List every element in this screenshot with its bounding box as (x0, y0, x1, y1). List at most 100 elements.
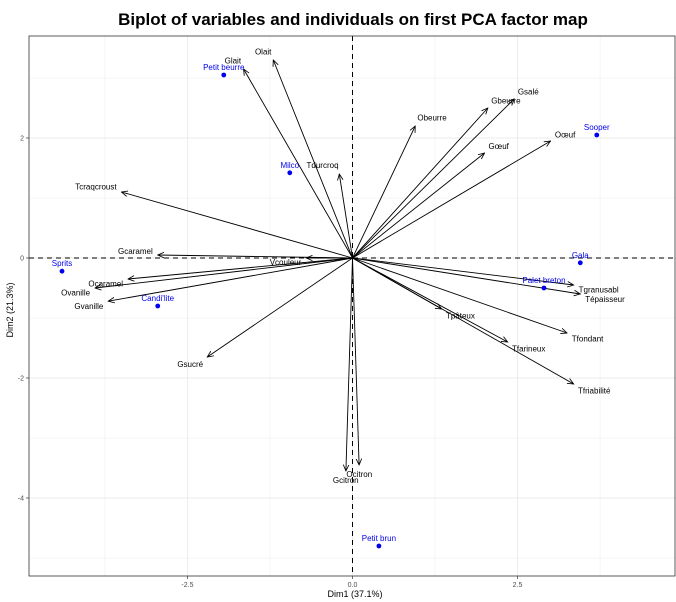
variable-arrow-line (352, 257, 574, 285)
variable-arrow-line (108, 257, 353, 301)
variable-arrow: Tcraqcroust (75, 183, 353, 259)
variable-label: Gsucré (177, 360, 203, 369)
individual-marker (594, 132, 600, 138)
individual-marker (577, 260, 583, 266)
individual-label: Palet breton (522, 276, 565, 285)
variable-label: Vcouleur (270, 258, 302, 267)
variable-arrow: Ocitron (346, 257, 372, 479)
variable-label: Gœuf (488, 142, 509, 151)
variable-arrow-line (352, 257, 508, 342)
variable-label: Ocitron (346, 470, 372, 479)
variable-arrow-line (352, 257, 568, 333)
variable-arrow-line (352, 99, 515, 259)
y-tick-label: 2 (20, 136, 24, 143)
variable-arrow: Ovanille (61, 257, 353, 298)
variable-arrow: Vcouleur (270, 258, 353, 267)
variable-label: Tgranusabl (579, 286, 619, 295)
individual-label: Candi'lite (141, 294, 174, 303)
variable-arrow: Glait (225, 57, 353, 259)
individual-label: Sooper (584, 123, 610, 132)
individual-marker (376, 543, 382, 549)
individual-point: Sprits (52, 259, 72, 274)
variable-arrow-line (352, 126, 416, 259)
variable-label: Tdurcroq (307, 161, 339, 170)
individual-point: Gala (572, 251, 589, 266)
variable-arrow-line (121, 192, 353, 259)
individual-point: Milco (280, 161, 300, 176)
y-tick-label: -4 (18, 496, 24, 503)
individual-marker (287, 170, 293, 176)
axis-ticks: -2.5 0.0 2.5 -4 -2 0 2 (18, 136, 523, 590)
variable-arrow: Tfondant (352, 257, 604, 344)
variable-label: Gcaramel (118, 247, 153, 256)
variable-label: Gvanille (74, 302, 103, 311)
individual-label: Petit beurre (203, 63, 245, 72)
variable-arrow: Tgranusabl (352, 257, 619, 295)
variable-arrow-line (352, 153, 485, 259)
individual-marker (155, 303, 161, 309)
reference-lines (29, 36, 676, 576)
variable-arrow: Tdurcroq (307, 161, 353, 259)
variable-label: Tfondant (572, 335, 604, 344)
variable-arrow: Olait (255, 47, 353, 259)
individual-marker (221, 72, 227, 78)
variable-arrow: Gœuf (352, 142, 510, 259)
variable-label: Gbeurre (491, 96, 521, 105)
variable-arrow: Gbeurre (352, 96, 521, 259)
variable-arrow: Gcaramel (118, 247, 353, 259)
individual-point: Petit beurre (203, 63, 245, 78)
variable-label: Gcitron (333, 476, 359, 485)
y-tick-label: 0 (20, 256, 24, 263)
individual-point: Candi'lite (141, 294, 175, 309)
variable-arrow: Ocaramel (88, 257, 353, 288)
variable-arrow: Obeurre (352, 113, 447, 259)
variable-arrow: Oœuf (352, 130, 576, 259)
individual-point: Palet breton (522, 276, 566, 291)
chart-title: Biplot of variables and individuals on f… (118, 10, 588, 29)
individual-label: Petit brun (362, 534, 396, 543)
variable-arrow-line (352, 141, 551, 259)
variable-arrow-line (346, 257, 353, 471)
individual-point: Sooper (584, 123, 610, 138)
variable-arrow: Gsalé (352, 87, 539, 259)
y-axis-label: Dim2 (21.3%) (5, 282, 15, 337)
variable-arrow-line (158, 255, 353, 259)
individual-marker (59, 268, 65, 274)
plot-frame (28, 35, 676, 577)
variable-label: Tépaisseur (585, 295, 625, 304)
x-tick-label: 0.0 (348, 582, 358, 589)
x-axis-label: Dim1 (37.1%) (327, 589, 382, 599)
x-tick-label: 2.5 (513, 582, 523, 589)
variable-arrow-line (352, 257, 574, 384)
individual-marker (541, 285, 547, 291)
variable-label: Tfriabilité (578, 386, 611, 395)
variable-arrow: Tfarineux (352, 257, 545, 353)
variable-label: Ovanille (61, 289, 90, 298)
individual-label: Sprits (52, 259, 72, 268)
variable-arrow: Gvanille (74, 257, 353, 311)
variable-label: Oœuf (555, 130, 576, 139)
variable-label: Ocaramel (88, 279, 123, 288)
individual-point: Petit brun (362, 534, 396, 549)
individual-points: Petit beurre Milco Sooper Gala Palet breton S… (52, 63, 610, 549)
individual-label: Gala (572, 251, 589, 260)
variable-label: Olait (255, 47, 272, 56)
variable-arrow-line (352, 257, 360, 465)
variable-label: Glait (225, 57, 242, 66)
individual-label: Milco (280, 161, 299, 170)
variable-arrow-line (128, 257, 353, 279)
x-tick-label: -2.5 (181, 582, 193, 589)
variable-arrow: Gsucré (177, 257, 353, 369)
y-tick-label: -2 (18, 376, 24, 383)
variable-arrow: Tfriabilité (352, 257, 611, 395)
variable-arrow-line (244, 69, 353, 259)
variable-arrow-line (339, 174, 353, 259)
variable-arrow-line (273, 60, 353, 259)
variable-label: Tfarineux (512, 344, 545, 353)
variable-arrow: Gcitron (333, 257, 359, 485)
variable-label: Tcraqcroust (75, 183, 117, 192)
